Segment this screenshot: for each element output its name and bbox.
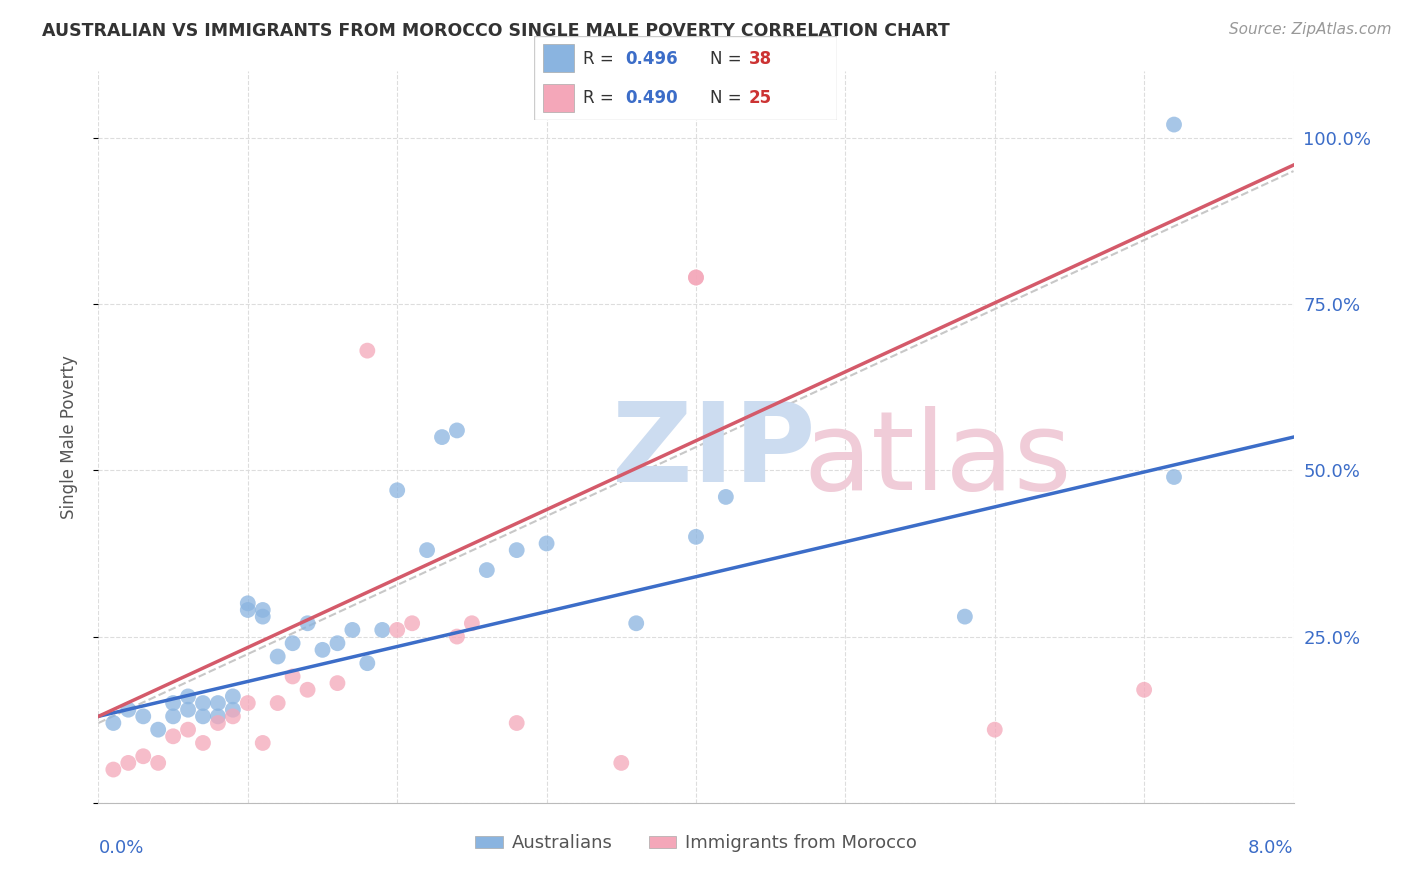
Point	[385, 483, 409, 498]
Point	[267, 649, 290, 664]
Point	[191, 736, 214, 750]
Point	[222, 703, 245, 717]
Point	[685, 530, 707, 544]
Point	[1163, 470, 1185, 484]
Point	[984, 723, 1007, 737]
Point	[207, 716, 229, 731]
Text: 0.490: 0.490	[624, 88, 678, 106]
Point	[207, 696, 229, 710]
Point	[267, 696, 290, 710]
Point	[177, 690, 200, 704]
Point	[177, 703, 200, 717]
Point	[610, 756, 633, 770]
Point	[252, 609, 274, 624]
Point	[148, 756, 170, 770]
Point	[162, 729, 184, 743]
Text: R =: R =	[582, 50, 619, 68]
Text: Source: ZipAtlas.com: Source: ZipAtlas.com	[1229, 22, 1392, 37]
Point	[685, 270, 707, 285]
Point	[714, 490, 737, 504]
Text: N =: N =	[710, 88, 747, 106]
Point	[430, 430, 453, 444]
Point	[252, 736, 274, 750]
Point	[953, 609, 976, 624]
Text: R =: R =	[582, 88, 619, 106]
Text: 38: 38	[749, 50, 772, 68]
Point	[461, 616, 484, 631]
Point	[252, 603, 274, 617]
Point	[281, 669, 304, 683]
Point	[446, 630, 468, 644]
Point	[132, 749, 155, 764]
Point	[236, 603, 259, 617]
Point	[236, 696, 259, 710]
Point	[132, 709, 155, 723]
Legend: Australians, Immigrants from Morocco: Australians, Immigrants from Morocco	[468, 827, 924, 860]
Point	[103, 763, 125, 777]
Point	[207, 709, 229, 723]
Text: 0.496: 0.496	[624, 50, 678, 68]
Point	[356, 343, 378, 358]
Point	[117, 756, 139, 770]
Text: 25: 25	[749, 88, 772, 106]
Point	[356, 656, 378, 670]
Point	[342, 623, 364, 637]
Point	[103, 716, 125, 731]
Point	[506, 716, 529, 731]
Text: AUSTRALIAN VS IMMIGRANTS FROM MOROCCO SINGLE MALE POVERTY CORRELATION CHART: AUSTRALIAN VS IMMIGRANTS FROM MOROCCO SI…	[42, 22, 950, 40]
Point	[191, 696, 214, 710]
Point	[326, 636, 349, 650]
Point	[191, 709, 214, 723]
Point	[281, 636, 304, 650]
Point	[536, 536, 558, 550]
Point	[222, 690, 245, 704]
Point	[177, 723, 200, 737]
Point	[1163, 118, 1185, 132]
Point	[222, 709, 245, 723]
Point	[626, 616, 648, 631]
Point	[506, 543, 529, 558]
Point	[475, 563, 498, 577]
Point	[401, 616, 423, 631]
Point	[297, 616, 319, 631]
Point	[311, 643, 333, 657]
Point	[326, 676, 349, 690]
Point	[162, 696, 184, 710]
Point	[371, 623, 394, 637]
Bar	[543, 84, 574, 112]
Point	[162, 709, 184, 723]
Text: atlas: atlas	[804, 406, 1071, 513]
Point	[148, 723, 170, 737]
FancyBboxPatch shape	[534, 36, 837, 120]
Point	[416, 543, 439, 558]
Point	[117, 703, 139, 717]
Point	[236, 596, 259, 610]
Point	[385, 623, 409, 637]
Y-axis label: Single Male Poverty: Single Male Poverty	[59, 355, 77, 519]
Text: ZIP: ZIP	[613, 398, 815, 505]
Point	[446, 424, 468, 438]
Text: 8.0%: 8.0%	[1249, 839, 1294, 857]
Text: 0.0%: 0.0%	[98, 839, 143, 857]
Text: N =: N =	[710, 50, 747, 68]
Point	[297, 682, 319, 697]
Bar	[543, 44, 574, 72]
Point	[1133, 682, 1156, 697]
Point	[685, 270, 707, 285]
